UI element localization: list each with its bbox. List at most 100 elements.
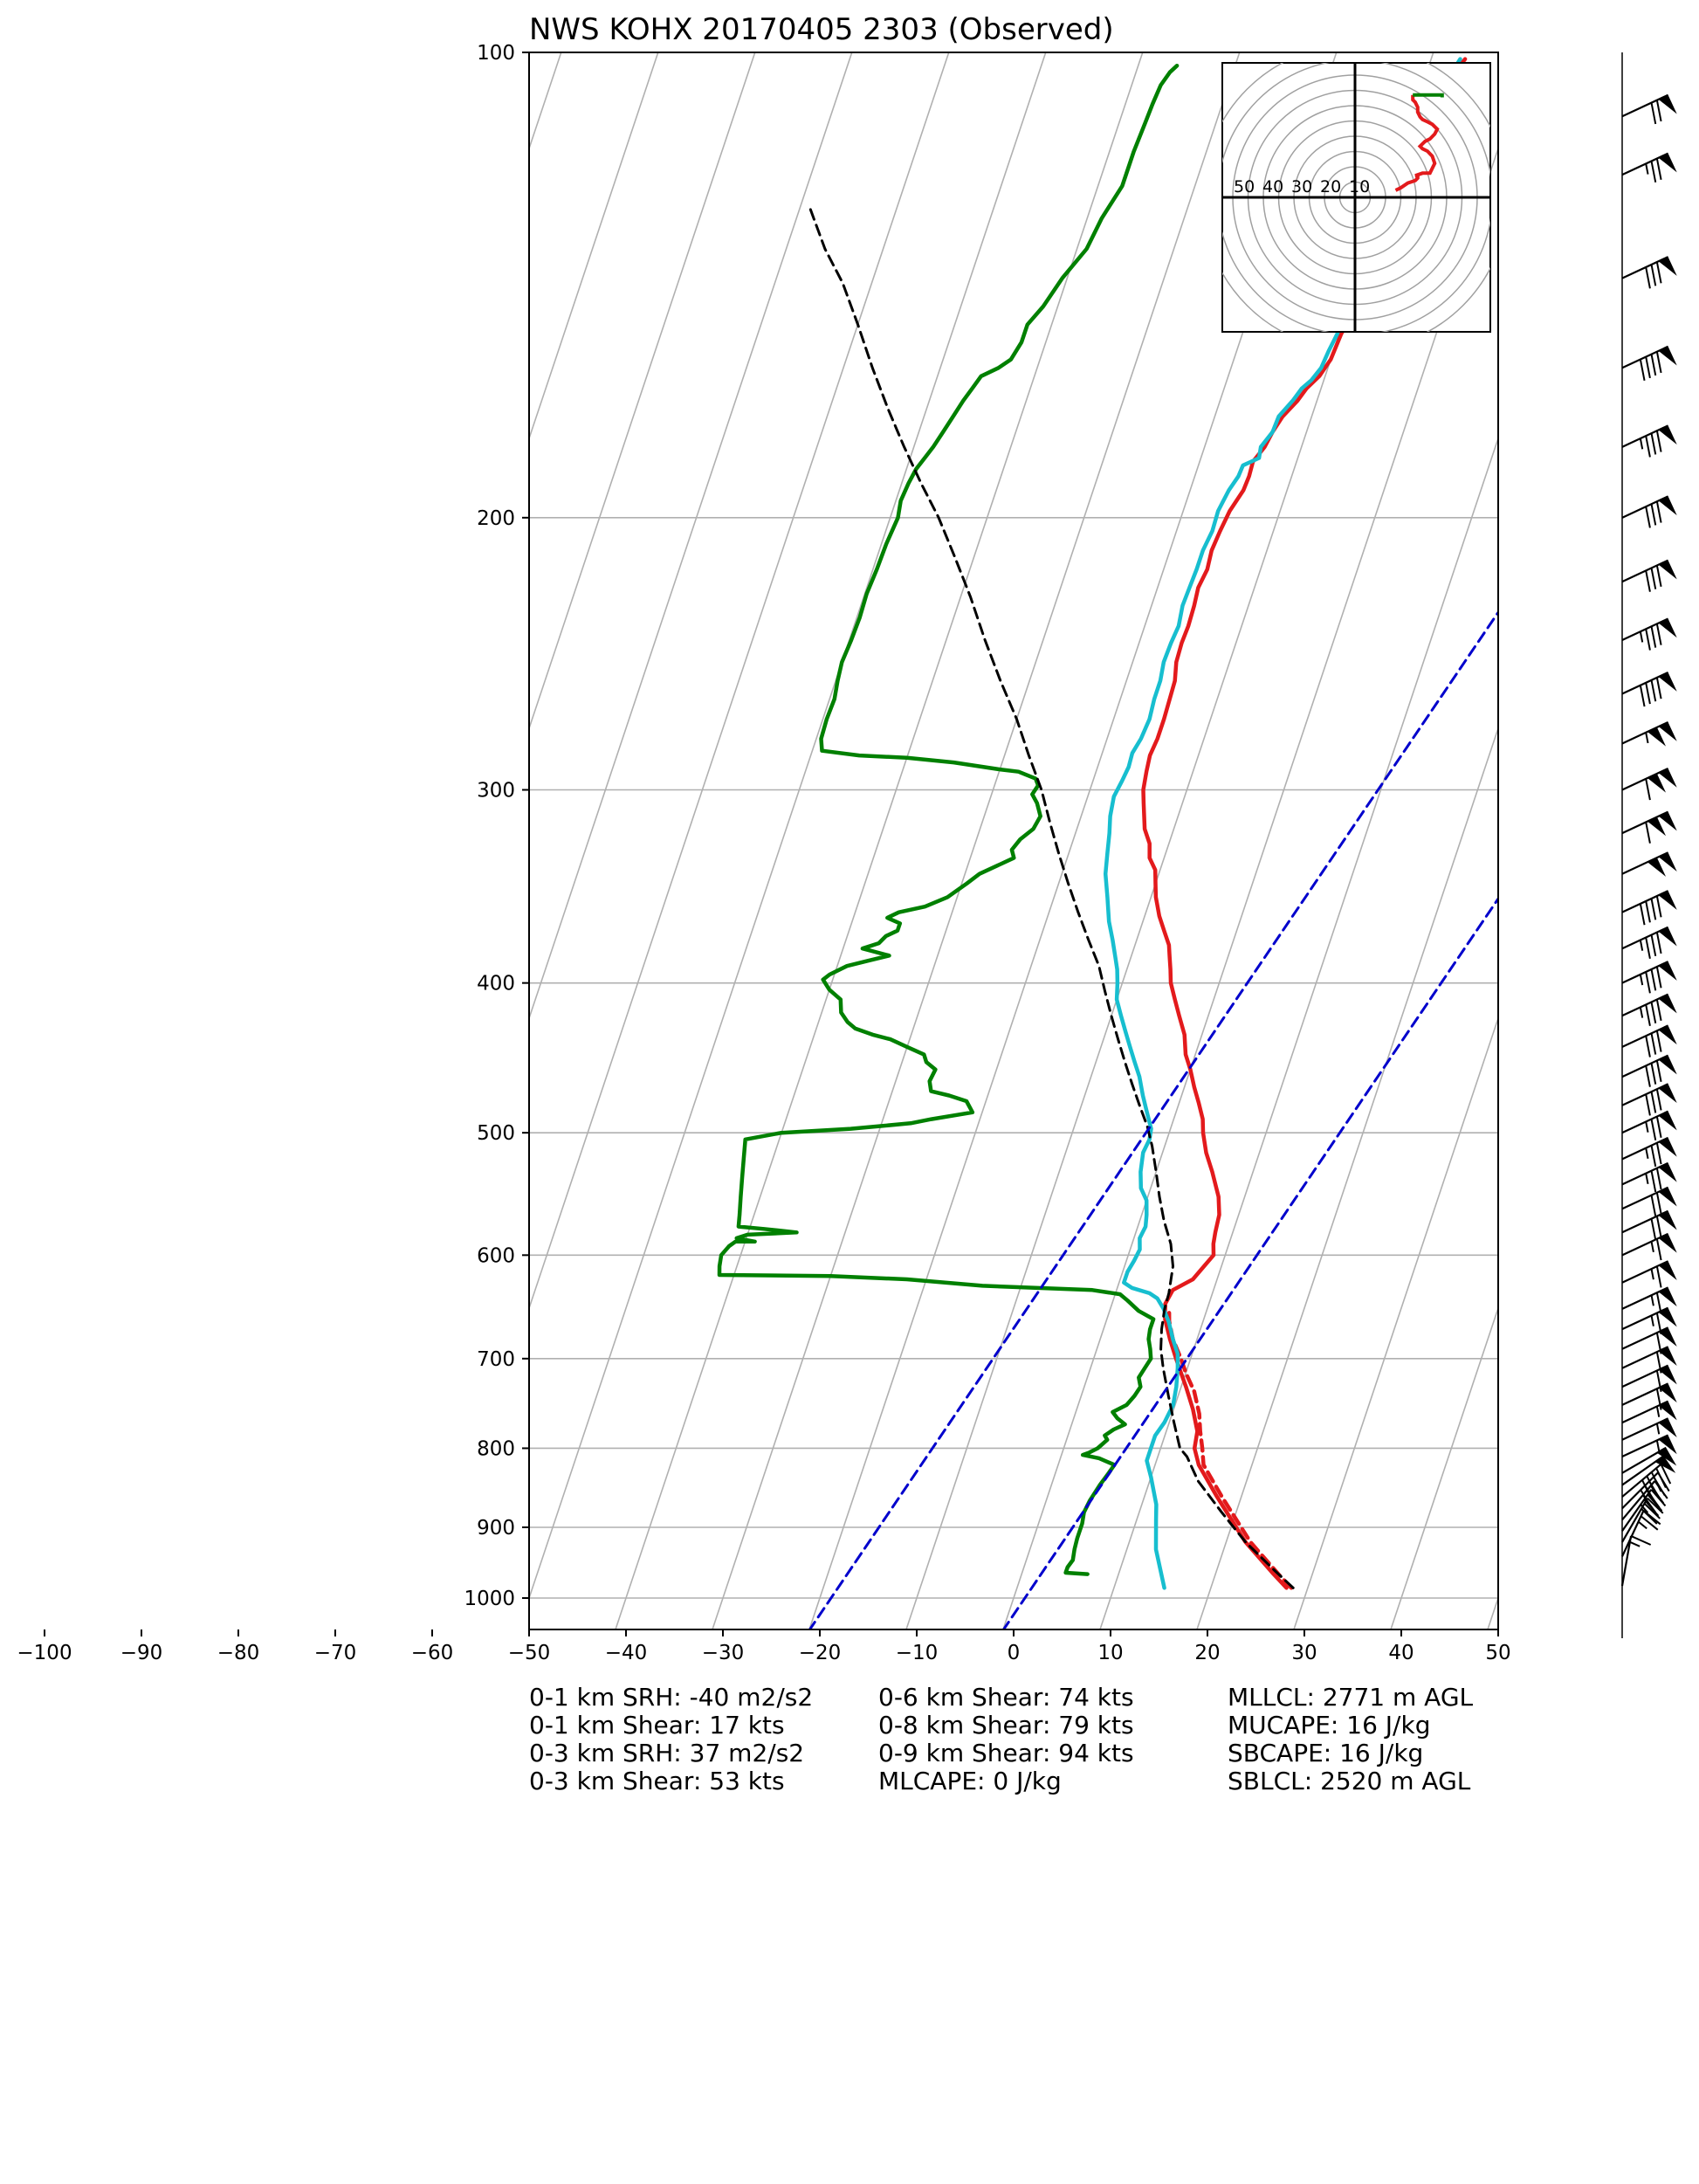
series-line-0 [1141,57,1468,1590]
hodograph-ring-label-50: 50 [1234,177,1255,196]
stat-08km-shear: 0-8 km Shear: 79 kts [878,1711,1134,1740]
wind-barb [1621,345,1677,382]
wind-barb [1621,152,1677,183]
x-tick-label--70: −70 [314,1642,357,1664]
isotherm-40 [1390,1306,1498,1629]
y-tick-label-1000: 1000 [464,1588,515,1610]
wind-barb [1621,1497,1664,1543]
wind-barb [1621,671,1677,707]
stat-03km-srh: 0-3 km SRH: 37 m2/s2 [529,1739,805,1767]
isotherm--140 [0,52,174,1631]
x-tick-label--10: −10 [896,1642,939,1664]
y-tick-label-900: 900 [477,1517,515,1540]
isotherm--30 [712,52,1241,1629]
stat-mllcl: MLLCL: 2771 m AGL [1228,1683,1474,1712]
wind-barb [1621,559,1677,592]
y-tick-label-800: 800 [477,1437,515,1460]
isotherm-20 [1196,726,1498,1629]
wind-barb [1621,1083,1677,1116]
isotherm--70 [529,52,853,1021]
series-layer [717,57,1498,1629]
wind-barb [1621,93,1677,125]
isotherm--60 [529,52,950,1311]
wind-barb [1621,1400,1677,1424]
series-line-3 [717,63,1180,1576]
wind-barb [1621,1024,1677,1058]
x-tick-label--40: −40 [605,1642,648,1664]
isotherm--90 [529,52,659,441]
wind-barb [1621,810,1677,844]
isotherm--120 [0,52,368,1631]
wind-barb [1621,1286,1677,1314]
wind-barb [1621,1434,1677,1458]
isotherm-30 [1293,1016,1498,1629]
wind-barb [1621,1510,1661,1557]
wind-barb [1621,1161,1677,1193]
isotherm--130 [0,52,271,1631]
stat-01km-shear: 0-1 km Shear: 17 kts [529,1711,785,1740]
x-tick-label--80: −80 [217,1642,260,1664]
stats-column-3: MLLCL: 2771 m AGL MUCAPE: 16 J/kg SBCAPE… [1228,1684,1473,1795]
wind-barb [1621,890,1677,926]
stat-sbcape: SBCAPE: 16 J/kg [1228,1739,1424,1767]
stat-06km-shear: 0-6 km Shear: 74 kts [878,1683,1134,1712]
wind-barb [1621,926,1677,960]
wind-barb [1621,617,1677,651]
chart-title: NWS KOHX 20170405 2303 (Observed) [529,12,1114,47]
stat-09km-shear: 0-9 km Shear: 94 kts [878,1739,1134,1767]
y-tick-label-400: 400 [477,973,515,996]
wind-barb [1621,1463,1672,1498]
wind-barb [1621,1209,1677,1241]
y-tick-label-300: 300 [477,780,515,803]
hodograph-upper-trace [1413,93,1444,98]
isotherm--80 [529,52,756,731]
y-tick-label-600: 600 [477,1244,515,1267]
isotherm-10 [1099,436,1498,1629]
x-tick-label-50: 50 [1485,1642,1510,1664]
wind-barb [1621,1186,1677,1217]
y-tick-label-100: 100 [477,42,515,65]
isotherm--40 [615,52,1144,1629]
stat-sblcl: SBLCL: 2520 m AGL [1228,1767,1471,1795]
hodograph-inset: 50 40 30 20 10 [1221,62,1491,333]
series-line-4 [808,206,1295,1589]
x-tick-label-10: 10 [1097,1642,1123,1664]
wind-barb [1620,1535,1652,1587]
wind-barb-column [1620,52,1677,1638]
stat-mucape: MUCAPE: 16 J/kg [1228,1711,1431,1740]
wind-barb [1621,993,1677,1026]
x-tick-label--90: −90 [120,1642,163,1664]
hodograph-ring-label-20: 20 [1320,177,1341,196]
x-tick-label-20: 20 [1194,1642,1220,1664]
wind-barb [1621,1136,1677,1168]
series-line-1 [1166,1305,1294,1590]
stats-column-2: 0-6 km Shear: 74 kts 0-8 km Shear: 79 kt… [878,1684,1134,1795]
wind-barb [1621,424,1677,458]
isotherm--50 [529,52,1047,1601]
wind-barb [1621,1455,1676,1486]
y-tick-label-700: 700 [477,1348,515,1371]
series-line-5 [808,610,1498,1629]
wind-barb [1621,961,1677,994]
y-tick-label-500: 500 [477,1122,515,1145]
wind-barb [1621,256,1677,289]
x-tick-label-40: 40 [1388,1642,1414,1664]
hodograph-ring-label-30: 30 [1291,177,1312,196]
hodograph-ring-label-10: 10 [1349,177,1370,196]
x-tick-label--30: −30 [702,1642,745,1664]
wind-barb [1621,1232,1677,1261]
isotherm--100 [529,52,562,151]
wind-barb [1621,1054,1677,1087]
hodograph-ring-label-40: 40 [1262,177,1283,196]
series-line-6 [1001,896,1498,1629]
wind-barb [1621,1417,1677,1441]
isotherm--110 [0,52,464,1631]
isotherm-60 [1584,52,1699,1631]
wind-barb [1621,851,1677,877]
wind-barb [1621,767,1677,801]
wind-barb [1621,1110,1677,1141]
y-tick-label-200: 200 [477,507,515,530]
hodograph-trace [1394,94,1440,192]
